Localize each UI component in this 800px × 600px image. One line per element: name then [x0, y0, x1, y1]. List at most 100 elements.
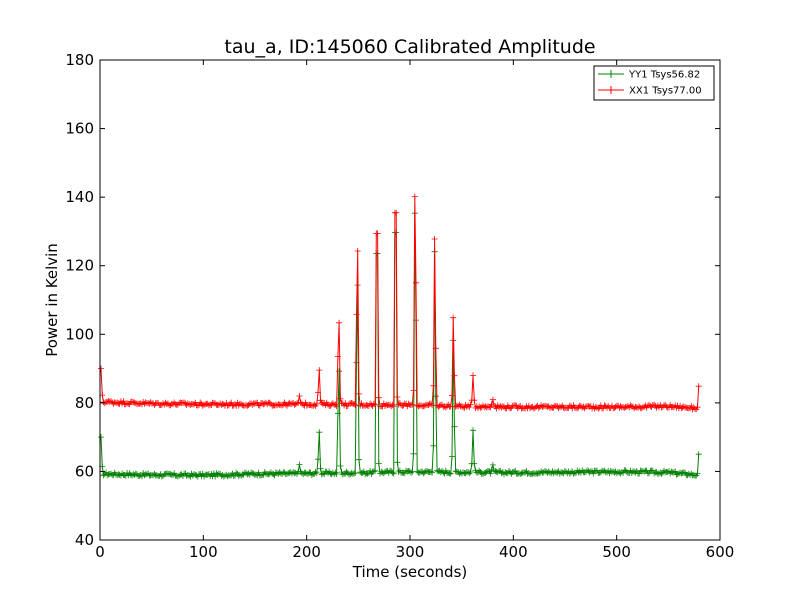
data-point	[124, 400, 131, 407]
data-point	[315, 389, 321, 396]
data-point	[224, 473, 231, 480]
data-point	[382, 469, 388, 475]
data-point	[612, 404, 619, 410]
data-point	[339, 471, 346, 478]
data-point	[372, 401, 379, 408]
data-point	[352, 470, 359, 476]
data-point	[449, 453, 455, 460]
x-tick-label: 500	[602, 543, 631, 561]
data-point	[627, 402, 634, 409]
data-point	[449, 392, 455, 399]
data-point	[680, 469, 687, 476]
data-point	[452, 403, 459, 410]
data-point	[651, 401, 658, 408]
data-point	[111, 399, 118, 406]
data-point	[427, 468, 434, 475]
legend-label: XX1 Tsys77.00	[629, 86, 702, 97]
data-point	[372, 467, 379, 474]
data-point	[534, 470, 541, 477]
data-point	[115, 471, 122, 478]
data-point	[489, 396, 496, 403]
data-point	[427, 400, 434, 407]
legend-label: YY1 Tsys56.82	[628, 70, 700, 81]
data-point	[394, 394, 401, 400]
data-point	[354, 248, 361, 254]
data-point	[429, 469, 436, 476]
data-point	[525, 402, 532, 409]
data-point	[98, 434, 104, 441]
chart-title: tau_a, ID:145060 Calibrated Amplitude	[224, 36, 595, 58]
data-point	[193, 472, 200, 479]
data-point	[238, 472, 245, 479]
data-point	[538, 402, 545, 409]
data-point	[131, 472, 138, 478]
data-point	[450, 314, 457, 321]
data-point	[327, 402, 334, 409]
data-point	[248, 469, 255, 476]
y-tick-label: 40	[75, 531, 94, 549]
data-point	[106, 398, 113, 405]
y-tick-label: 100	[65, 325, 94, 343]
data-point	[315, 456, 321, 463]
data-point	[555, 468, 562, 475]
data-point	[348, 400, 355, 406]
data-point	[119, 470, 126, 477]
y-axis-label: Power in Kelvin	[43, 243, 61, 357]
data-point	[487, 470, 494, 477]
data-point	[393, 209, 400, 216]
data-point	[631, 405, 638, 412]
data-point	[694, 404, 701, 411]
data-point	[576, 468, 583, 475]
x-tick-label: 600	[706, 543, 735, 561]
data-point	[374, 230, 381, 237]
data-point	[406, 468, 413, 475]
data-point	[410, 450, 417, 457]
data-point	[236, 400, 243, 407]
data-point	[167, 402, 174, 409]
data-point	[623, 468, 630, 475]
data-point	[413, 279, 419, 286]
data-point	[688, 402, 695, 409]
data-point	[277, 470, 284, 477]
data-point	[98, 365, 104, 372]
data-point	[375, 394, 382, 401]
data-point	[291, 470, 298, 477]
data-point	[465, 402, 472, 409]
data-point	[238, 401, 245, 408]
data-point	[556, 470, 563, 477]
x-tick-label: 0	[95, 543, 105, 561]
data-point	[518, 470, 525, 477]
data-point	[680, 403, 687, 410]
data-point	[234, 399, 241, 406]
data-point	[419, 468, 426, 475]
series-0	[98, 210, 702, 480]
data-point	[467, 469, 474, 475]
data-point	[333, 470, 340, 477]
data-point	[623, 403, 630, 410]
data-point	[694, 470, 701, 477]
plot-frame	[99, 59, 721, 541]
data-point	[452, 468, 459, 475]
data-point	[292, 469, 299, 476]
data-point	[621, 404, 628, 411]
data-point	[147, 399, 154, 406]
data-point	[395, 468, 402, 475]
data-point	[277, 401, 284, 408]
data-point	[204, 471, 211, 478]
data-point	[409, 401, 416, 408]
data-point	[197, 399, 204, 406]
data-point	[638, 405, 645, 412]
data-point	[601, 402, 608, 409]
series-line	[100, 213, 700, 478]
data-point	[493, 468, 500, 475]
data-point	[312, 468, 319, 475]
data-point	[404, 403, 411, 410]
data-point	[410, 387, 417, 394]
data-point	[421, 402, 428, 409]
data-point	[153, 472, 160, 479]
data-point	[519, 404, 526, 411]
series-1	[98, 193, 702, 413]
data-point	[451, 372, 458, 379]
data-point	[695, 451, 702, 458]
data-point	[695, 383, 702, 390]
